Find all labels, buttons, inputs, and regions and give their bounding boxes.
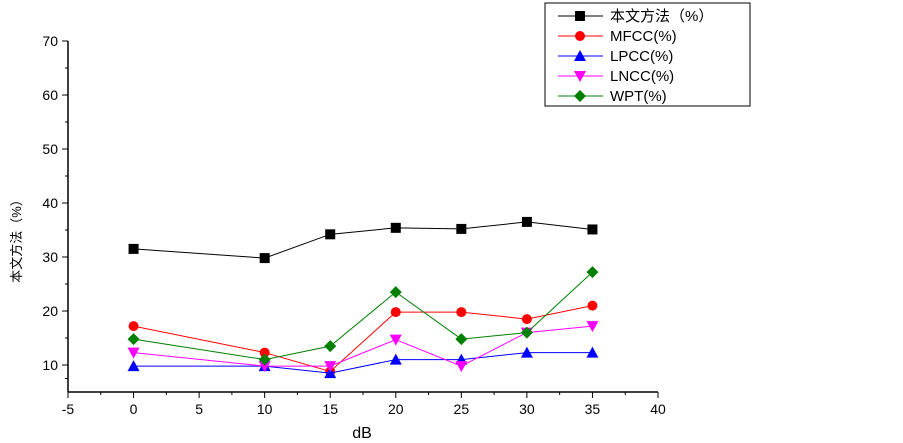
data-point [455,333,468,346]
y-tick-label: 20 [42,303,58,319]
data-point [587,300,598,311]
data-point [127,360,140,372]
tick-marks: -5 0 5 10 15 20 25 30 35 40 10 20 30 40 50 60 70 [42,33,666,417]
legend: 本文方法（%） MFCC(%) LPCC(%) LNCC(%) WPT(%) [544,2,751,107]
data-point [390,307,401,318]
data-point [324,367,337,379]
series-layer [127,216,599,379]
data-point [128,321,139,332]
legend-item: LNCC(%) [558,68,674,85]
data-point [389,334,402,346]
y-tick-label: 50 [42,141,58,157]
data-point [325,229,336,240]
series-3 [127,346,599,379]
data-point [389,286,402,299]
legend-marker [574,71,586,82]
x-tick-label: 10 [257,401,273,417]
legend-item: MFCC(%) [558,28,677,45]
data-point [127,347,140,359]
data-point [324,340,337,353]
series-5 [127,266,599,366]
legend-label: WPT(%) [610,88,667,105]
x-tick-label: 15 [322,401,338,417]
data-point [259,347,270,358]
legend-marker [574,50,586,61]
data-point [127,333,140,346]
legend-label: LPCC(%) [610,48,673,65]
data-point [324,361,337,373]
legend-label: 本文方法（%） [610,8,713,25]
series-1 [128,216,598,264]
legend-label: MFCC(%) [610,28,677,45]
data-point [456,223,467,234]
legend-item: 本文方法（%） [558,8,713,25]
data-point [128,243,139,254]
data-point [586,266,599,279]
y-tick-label: 40 [42,195,58,211]
x-tick-label: 0 [130,401,138,417]
data-point [520,326,533,339]
x-tick-label: 35 [585,401,601,417]
x-tick-label: -5 [62,401,75,417]
y-axis-title: 本文方法（%） [9,193,24,283]
legend-item: WPT(%) [558,88,667,105]
legend-item: LPCC(%) [558,48,673,65]
data-point [521,216,532,227]
series-line [133,221,593,259]
data-point [586,321,599,333]
data-point [258,361,271,373]
data-point [390,222,401,233]
data-point [587,224,598,235]
data-point [520,346,533,358]
legend-label: LNCC(%) [610,68,674,85]
data-point [586,346,599,358]
y-tick-label: 70 [42,33,58,49]
x-tick-label: 25 [454,401,470,417]
y-tick-label: 30 [42,249,58,265]
legend-marker [575,11,585,21]
x-axis-title: dB [352,425,372,442]
legend-marker [575,31,585,41]
x-tick-label: 5 [195,401,203,417]
x-tick-label: 40 [650,401,666,417]
legend-marker [574,90,586,102]
data-point [258,353,271,366]
data-point [455,361,468,373]
series-2 [128,300,598,377]
data-point [456,307,467,318]
y-tick-label: 10 [42,357,58,373]
y-tick-label: 60 [42,87,58,103]
x-tick-label: 30 [519,401,535,417]
data-point [259,253,270,264]
x-tick-label: 20 [388,401,404,417]
data-point [521,314,532,325]
data-point [389,353,402,365]
